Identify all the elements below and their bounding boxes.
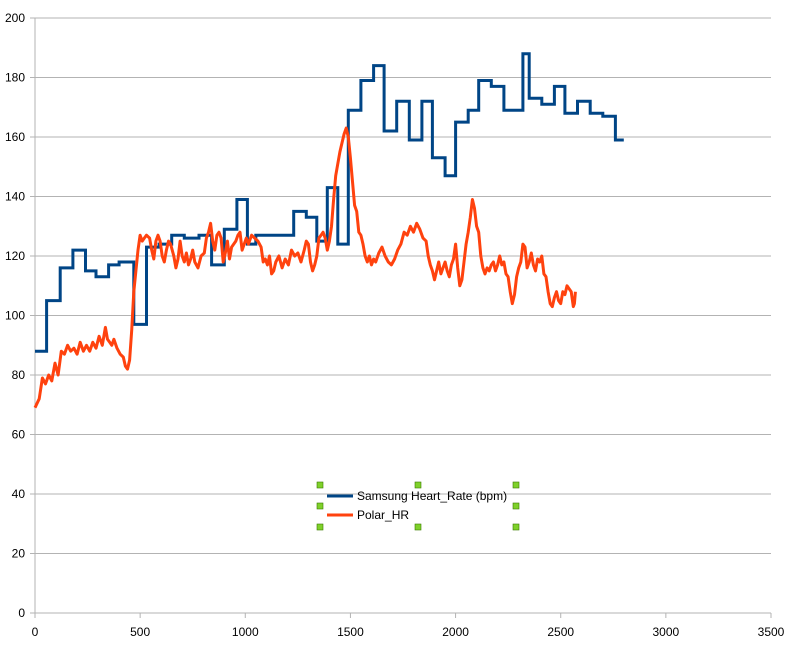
legend[interactable]: Samsung Heart_Rate (bpm) Polar_HR [316,481,520,531]
x-tick-label: 1000 [232,625,259,639]
legend-label-polar: Polar_HR [357,508,409,522]
selection-handle[interactable] [316,502,324,510]
x-tick-label: 3000 [653,625,680,639]
selection-handle[interactable] [316,523,324,531]
selection-handle[interactable] [414,481,422,489]
series-layer [33,52,624,409]
selection-handle[interactable] [512,523,520,531]
x-tick-label: 0 [32,625,39,639]
selection-handle[interactable] [512,481,520,489]
x-tick-label: 3500 [758,625,785,639]
selection-handle[interactable] [414,523,422,531]
x-tick-label: 1500 [337,625,364,639]
y-tick-label: 80 [12,368,26,382]
y-tick-label: 140 [5,190,25,204]
y-tick-label: 120 [5,249,25,263]
y-tick-label: 100 [5,309,25,323]
y-tick-label: 20 [12,547,26,561]
series-line-polar [33,126,577,409]
selection-handle[interactable] [512,502,520,510]
x-tick-label: 2500 [547,625,574,639]
x-axis: 0 500 1000 1500 2000 2500 3000 3500 [32,613,785,639]
x-tick-label: 500 [130,625,150,639]
y-tick-label: 0 [18,606,25,620]
y-tick-label: 60 [12,428,26,442]
y-tick-label: 40 [12,487,26,501]
series-line-samsung [35,52,624,353]
selection-handle[interactable] [316,481,324,489]
y-tick-label: 200 [5,11,25,25]
legend-label-samsung: Samsung Heart_Rate (bpm) [357,489,507,503]
y-axis: 0 20 40 60 80 100 120 140 160 180 200 [5,11,36,620]
y-tick-label: 160 [5,130,25,144]
x-tick-label: 2000 [442,625,469,639]
grid-lines [35,17,771,614]
y-tick-label: 180 [5,71,25,85]
